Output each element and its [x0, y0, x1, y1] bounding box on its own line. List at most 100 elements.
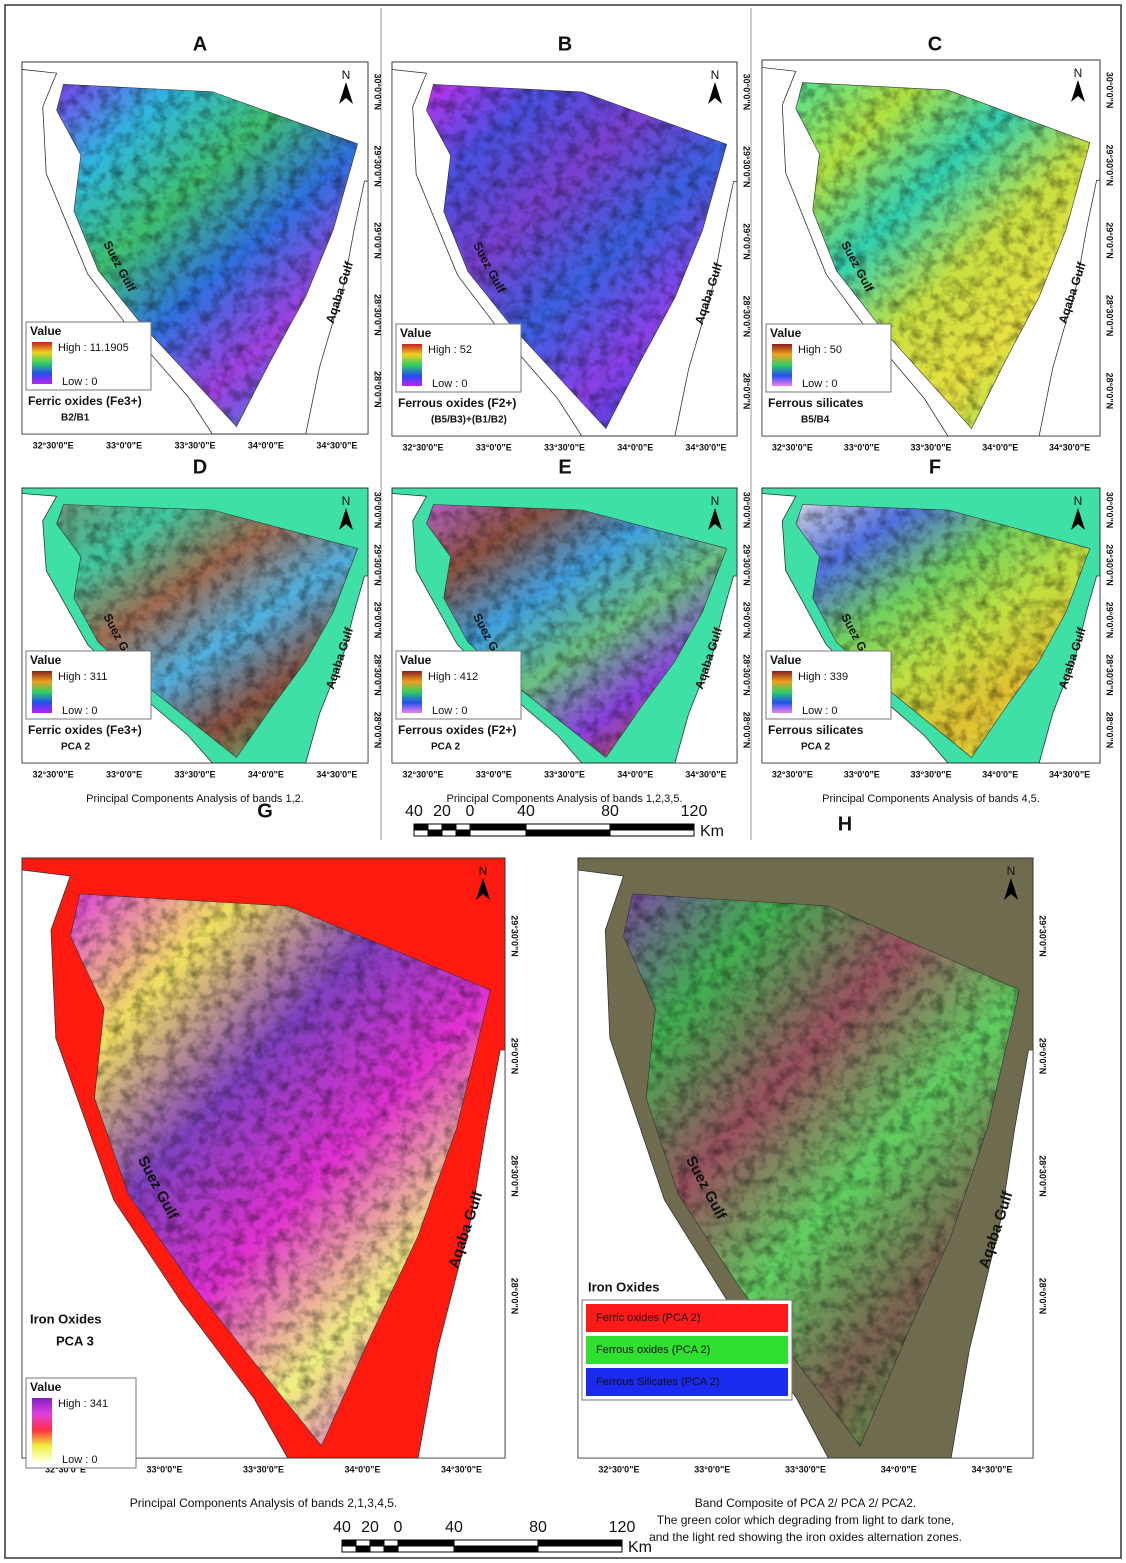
legend-item: Ferrous oxides (PCA 2): [596, 1344, 710, 1356]
map-title: Ferric oxides (Fe3+): [28, 394, 142, 408]
latitude-label: 29°30'0"N: [1105, 145, 1115, 187]
panel-letter: F: [929, 456, 941, 478]
map-title: Iron Oxides: [30, 1311, 102, 1326]
longitude-label: 32°30'0"E: [598, 1464, 639, 1474]
panel-letter: D: [193, 456, 207, 478]
latitude-label: 30°0'0"N: [1105, 72, 1115, 109]
legend-title: Value: [770, 653, 802, 667]
longitude-label: 33°0'0"E: [844, 442, 880, 452]
latitude-label: 29°30'0"N: [1105, 544, 1115, 586]
latitude-label: 28°0'0"N: [373, 712, 383, 749]
longitude-label: 32°30'0"E: [33, 769, 74, 779]
legend-low: Low : 0: [432, 705, 467, 717]
scale-segment: [398, 1540, 454, 1546]
scale-label: 0: [466, 803, 475, 820]
scale-segment: [342, 1546, 356, 1552]
longitude-label: 32°30'0"E: [772, 769, 813, 779]
scale-label: 120: [609, 1519, 636, 1536]
latitude-label: 28°0'0"N: [510, 1278, 520, 1315]
scale-label: 20: [433, 803, 451, 820]
legend-high: High : 341: [58, 1398, 108, 1410]
latitude-label: 29°30'0"N: [742, 146, 752, 188]
legend-item: Ferric oxides (PCA 2): [596, 1312, 701, 1324]
north-label: N: [479, 864, 488, 878]
figure: ANSuez GulfAqaba Gulf30°0'0"N29°30'0"N29…: [0, 0, 1126, 1563]
legend-title: Value: [30, 1380, 62, 1394]
longitude-label: 34°30'0"E: [441, 1464, 482, 1474]
caption: Band Composite of PCA 2/ PCA 2/ PCA2.: [695, 1496, 916, 1510]
scale-segment: [470, 830, 526, 836]
scale-segment: [526, 824, 610, 830]
legend-title: Value: [770, 326, 802, 340]
scale-label: 80: [601, 803, 619, 820]
scale-segment: [384, 1546, 398, 1552]
scale-segment: [610, 824, 694, 830]
north-label: N: [1074, 494, 1083, 508]
latitude-label: 28°0'0"N: [373, 371, 383, 408]
scale-label: 80: [529, 1519, 547, 1536]
north-label: N: [342, 494, 351, 508]
legend-low: Low : 0: [802, 705, 837, 717]
page: ANSuez GulfAqaba Gulf30°0'0"N29°30'0"N29…: [0, 0, 1126, 1563]
map-subtitle: PCA 2: [801, 742, 831, 753]
legend-low: Low : 0: [62, 376, 97, 388]
longitude-label: 34°0'0"E: [617, 769, 653, 779]
scale-segment: [398, 1546, 454, 1552]
latitude-label: 29°0'0"N: [510, 1038, 520, 1075]
longitude-label: 33°0'0"E: [146, 1464, 182, 1474]
latitude-label: 29°0'0"N: [373, 222, 383, 259]
longitude-label: 33°30'0"E: [910, 769, 951, 779]
longitude-label: 33°30'0"E: [785, 1464, 826, 1474]
scale-segment: [370, 1540, 384, 1546]
map-title: Iron Oxides: [588, 1279, 660, 1294]
latitude-label: 28°30'0"N: [742, 296, 752, 338]
longitude-label: 33°0'0"E: [476, 769, 512, 779]
panel-letter: B: [558, 33, 572, 55]
longitude-label: 33°30'0"E: [174, 440, 215, 450]
latitude-label: 29°30'0"N: [1038, 915, 1048, 957]
longitude-label: 32°30'0"E: [403, 769, 444, 779]
longitude-label: 32°30'0"E: [33, 440, 74, 450]
latitude-label: 29°0'0"N: [1105, 602, 1115, 639]
latitude-label: 28°30'0"N: [1105, 654, 1115, 696]
legend-high: High : 339: [798, 671, 848, 683]
panel-letter: C: [928, 33, 942, 55]
longitude-label: 34°0'0"E: [982, 769, 1018, 779]
north-label: N: [711, 494, 720, 508]
map-title: Ferrous silicates: [768, 723, 864, 737]
longitude-label: 34°30'0"E: [972, 1464, 1013, 1474]
latitude-label: 29°30'0"N: [510, 915, 520, 957]
latitude-label: 30°0'0"N: [373, 492, 383, 529]
legend-high: High : 11.1905: [58, 342, 129, 354]
scale-label: 0: [394, 1519, 403, 1536]
longitude-label: 32°30'0"E: [772, 442, 813, 452]
longitude-label: 33°30'0"E: [544, 442, 585, 452]
latitude-label: 28°30'0"N: [742, 654, 752, 696]
scale-label: 40: [517, 803, 535, 820]
scale-segment: [454, 1540, 538, 1546]
scale-segment: [456, 830, 470, 836]
latitude-label: 28°0'0"N: [742, 373, 752, 410]
scale-segment: [538, 1540, 622, 1546]
panel-letter: H: [838, 813, 852, 835]
map-subtitle: (B5/B3)+(B1/B2): [431, 415, 507, 426]
scale-segment: [454, 1546, 538, 1552]
legend-ramp: [772, 344, 792, 386]
latitude-label: 30°0'0"N: [742, 492, 752, 529]
legend-ramp: [32, 671, 52, 713]
longitude-label: 34°30'0"E: [1049, 769, 1090, 779]
legend-low: Low : 0: [802, 378, 837, 390]
map-subtitle: PCA 2: [431, 742, 461, 753]
scale-segment: [470, 824, 526, 830]
panel-letter: A: [193, 33, 207, 55]
longitude-label: 34°0'0"E: [617, 442, 653, 452]
scale-segment: [414, 824, 428, 830]
longitude-label: 33°30'0"E: [243, 1464, 284, 1474]
scale-label: 40: [445, 1519, 463, 1536]
map-title: Ferrous silicates: [768, 396, 864, 410]
north-label: N: [342, 68, 351, 82]
legend-low: Low : 0: [432, 378, 467, 390]
latitude-label: 29°30'0"N: [373, 544, 383, 586]
legend-high: High : 412: [428, 671, 478, 683]
north-label: N: [711, 68, 720, 82]
